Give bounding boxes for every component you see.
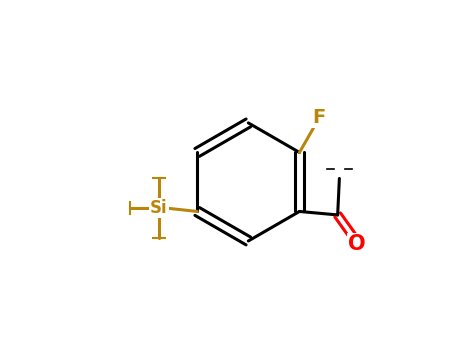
Text: Si: Si <box>150 199 168 217</box>
Text: F: F <box>312 108 325 127</box>
Text: O: O <box>348 234 365 254</box>
